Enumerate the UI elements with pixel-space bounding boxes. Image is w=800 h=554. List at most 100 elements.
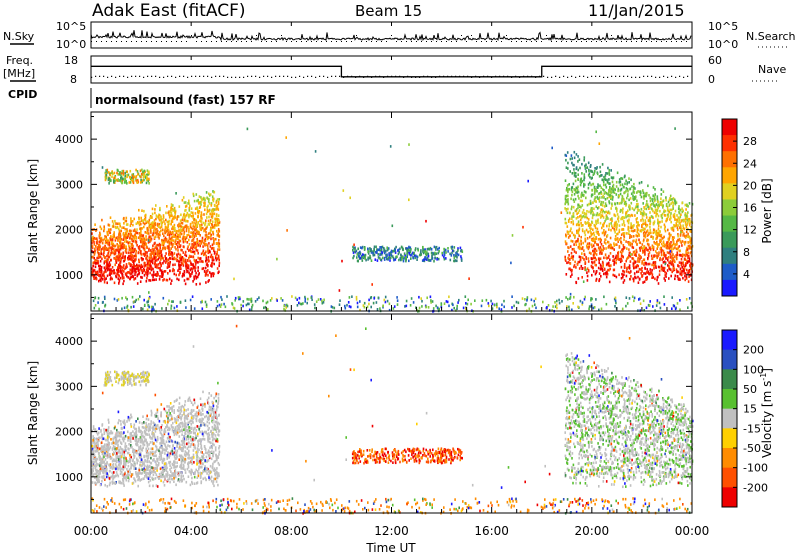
data-cell	[672, 264, 675, 267]
data-cell	[213, 212, 216, 216]
data-cell	[167, 231, 170, 234]
data-cell	[171, 257, 174, 260]
data-cell	[167, 263, 169, 266]
data-cell	[116, 255, 118, 258]
data-cell	[597, 197, 599, 200]
data-cell	[578, 227, 581, 230]
data-cell	[251, 305, 253, 309]
data-cell	[584, 233, 587, 237]
data-cell	[164, 270, 167, 273]
data-cell	[397, 248, 400, 252]
data-cell	[570, 256, 573, 260]
data-cell	[196, 229, 198, 233]
data-cell	[158, 252, 160, 255]
data-cell	[108, 242, 111, 245]
data-cell	[158, 222, 161, 226]
data-cell	[657, 224, 660, 228]
data-cell	[618, 238, 621, 241]
data-cell	[583, 173, 586, 176]
data-cell	[594, 167, 596, 170]
data-cell	[584, 166, 587, 169]
data-cell	[683, 271, 685, 275]
data-cell	[652, 202, 655, 205]
data-cell	[682, 234, 684, 237]
data-cell	[569, 170, 571, 173]
data-cell	[205, 233, 208, 237]
data-cell	[97, 260, 99, 263]
nave-dot	[479, 76, 481, 78]
data-cell	[198, 210, 201, 213]
data-cell	[104, 259, 107, 263]
data-cell	[669, 256, 672, 259]
data-cell	[188, 230, 190, 233]
data-cell	[114, 237, 117, 240]
data-cell	[113, 181, 115, 184]
data-cell	[467, 298, 469, 302]
data-cell	[162, 232, 164, 235]
data-cell	[581, 252, 583, 255]
data-cell	[200, 216, 202, 220]
data-cell	[210, 223, 213, 226]
data-cell	[638, 181, 641, 185]
nave-dot	[327, 76, 329, 78]
data-cell	[121, 273, 124, 277]
data-cell	[669, 216, 672, 220]
data-cell	[197, 211, 200, 215]
data-cell	[207, 247, 209, 251]
data-cell	[151, 207, 154, 211]
data-cell	[595, 298, 597, 301]
data-cell	[593, 198, 596, 201]
data-cell	[599, 252, 601, 255]
data-cell	[120, 174, 122, 177]
data-cell	[655, 203, 658, 206]
data-cell	[408, 259, 410, 263]
data-cell	[213, 226, 216, 229]
data-cell	[115, 261, 118, 264]
noise-search-dot	[396, 41, 397, 42]
data-cell	[112, 225, 115, 228]
data-cell	[150, 225, 152, 228]
data-cell	[585, 212, 587, 216]
data-cell	[445, 300, 448, 303]
data-cell	[592, 231, 595, 235]
data-cell	[590, 303, 593, 306]
data-cell	[111, 277, 113, 281]
data-cell	[431, 255, 433, 258]
data-cell	[636, 264, 638, 267]
data-cell	[404, 305, 406, 308]
data-cell	[663, 295, 665, 298]
data-cell	[608, 224, 610, 228]
data-cell	[587, 174, 590, 177]
data-cell	[135, 249, 137, 253]
data-cell	[600, 252, 603, 255]
nave-dot	[619, 75, 621, 77]
data-cell	[142, 175, 145, 179]
data-cell	[99, 264, 102, 268]
data-cell	[199, 201, 201, 204]
data-cell	[664, 229, 667, 233]
data-cell	[658, 230, 660, 233]
data-cell	[581, 229, 584, 233]
nave-dot	[287, 75, 289, 77]
data-cell	[379, 253, 381, 256]
data-cell	[622, 207, 624, 211]
data-cell	[168, 253, 171, 257]
data-cell	[313, 303, 316, 306]
data-cell	[178, 245, 181, 249]
nave-dot	[115, 76, 117, 78]
data-cell	[378, 257, 381, 260]
data-cell	[210, 228, 212, 231]
data-cell	[176, 237, 178, 240]
data-cell	[121, 296, 123, 300]
data-cell	[597, 221, 599, 224]
data-cell	[578, 209, 581, 212]
data-cell	[116, 268, 118, 272]
data-cell	[221, 298, 223, 301]
data-cell	[182, 245, 185, 248]
noise-search-dot	[511, 41, 512, 42]
data-cell	[103, 229, 105, 233]
data-cell	[606, 234, 609, 237]
data-cell	[637, 205, 639, 208]
data-cell	[687, 205, 689, 208]
data-cell	[620, 236, 622, 240]
